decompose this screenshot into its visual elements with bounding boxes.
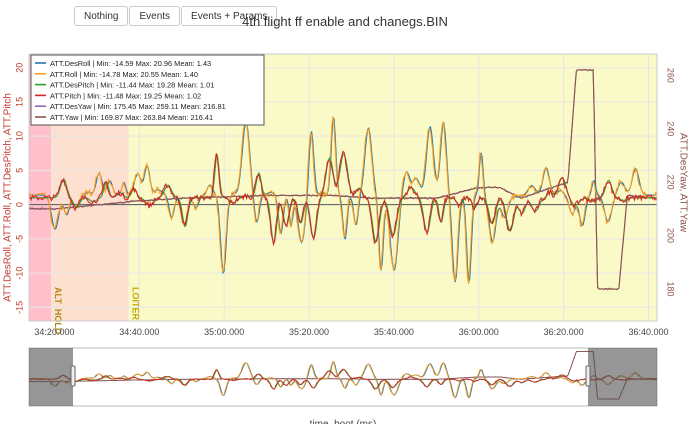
range-series-line-3 bbox=[28, 368, 658, 390]
y-right-tick-label: 200 bbox=[666, 228, 676, 243]
legend-item: ATT.DesRoll | Min: -14.59 Max: 20.96 Mea… bbox=[35, 59, 211, 68]
y-left-tick-label: -10 bbox=[14, 267, 24, 280]
x-tick-label: 35:40.000 bbox=[374, 327, 414, 337]
y-right-tick-label: 220 bbox=[666, 175, 676, 190]
mode-label: LOITER bbox=[131, 287, 141, 320]
range-slider bbox=[28, 347, 658, 407]
range-slider-frame bbox=[28, 347, 658, 407]
events-params-button[interactable]: Events + Params bbox=[181, 6, 278, 26]
y-right-tick-label: 180 bbox=[666, 281, 676, 296]
legend-item: ATT.Yaw | Min: 169.87 Max: 263.84 Mean: … bbox=[35, 113, 213, 122]
legend-item: ATT.Pitch | Min: -11.48 Max: 19.25 Mean:… bbox=[35, 91, 201, 100]
range-series-line-5 bbox=[28, 350, 657, 400]
legend-item: ATT.DesPitch | Min: -11.44 Max: 19.28 Me… bbox=[35, 81, 214, 90]
x-tick-label: 34:20.000 bbox=[34, 327, 74, 337]
x-tick-label: 35:00.000 bbox=[204, 327, 244, 337]
x-axis-title: time_boot (ms) bbox=[310, 419, 377, 424]
y-right-tick-label: 260 bbox=[666, 68, 676, 83]
legend-label: ATT.DesYaw | Min: 175.45 Max: 259.11 Mea… bbox=[50, 102, 226, 111]
y-left-tick-label: -5 bbox=[14, 235, 24, 243]
y-left-tick-label: 5 bbox=[14, 168, 24, 173]
legend: ATT.DesRoll | Min: -14.59 Max: 20.96 Mea… bbox=[30, 54, 265, 126]
legend-item: ATT.DesYaw | Min: 175.45 Max: 259.11 Mea… bbox=[35, 102, 226, 111]
y-right-axis-title: ATT.DesYaw, ATT.Yaw bbox=[677, 133, 688, 233]
legend-label: ATT.DesPitch | Min: -11.44 Max: 19.28 Me… bbox=[50, 81, 214, 90]
legend-box bbox=[30, 54, 265, 126]
legend-label: ATT.DesRoll | Min: -14.59 Max: 20.96 Mea… bbox=[50, 59, 211, 68]
range-mask-left bbox=[29, 348, 73, 406]
x-tick-label: 36:00.000 bbox=[459, 327, 499, 337]
y-left-tick-label: 15 bbox=[14, 97, 24, 107]
y-left-tick-label: -15 bbox=[14, 301, 24, 314]
legend-label: ATT.Yaw | Min: 169.87 Max: 263.84 Mean: … bbox=[50, 113, 213, 122]
event-filter-buttons: Nothing Events Events + Params bbox=[74, 6, 278, 26]
legend-item: ATT.Roll | Min: -14.78 Max: 20.55 Mean: … bbox=[35, 70, 198, 79]
events-button[interactable]: Events bbox=[129, 6, 181, 26]
plot-frame bbox=[28, 53, 658, 322]
x-tick-label: 35:20.000 bbox=[289, 327, 329, 337]
series-line-3 bbox=[28, 150, 658, 247]
nothing-button[interactable]: Nothing bbox=[74, 6, 129, 26]
x-tick-label: 34:40.000 bbox=[119, 327, 159, 337]
y-left-tick-label: 10 bbox=[14, 131, 24, 141]
y-left-tick-label: 0 bbox=[14, 202, 24, 207]
series-line-5 bbox=[28, 68, 658, 291]
y-right-tick-label: 240 bbox=[666, 121, 676, 136]
range-handle-left[interactable] bbox=[70, 365, 76, 387]
x-tick-label: 36:40.000 bbox=[628, 327, 668, 337]
range-handle-right[interactable] bbox=[585, 365, 591, 387]
x-tick-label: 36:20.000 bbox=[544, 327, 584, 337]
y-left-axis-title: ATT.DesRoll, ATT.Roll, ATT.DesPitch, ATT… bbox=[3, 93, 14, 302]
mode-label: ALT_HOLD bbox=[53, 287, 63, 335]
chart-title: 4th flight ff enable and chanegs.BIN bbox=[242, 14, 448, 29]
range-mask-right bbox=[588, 348, 657, 406]
y-left-tick-label: 20 bbox=[14, 63, 24, 73]
legend-label: ATT.Roll | Min: -14.78 Max: 20.55 Mean: … bbox=[50, 70, 198, 79]
legend-label: ATT.Pitch | Min: -11.48 Max: 19.25 Mean:… bbox=[50, 91, 201, 100]
